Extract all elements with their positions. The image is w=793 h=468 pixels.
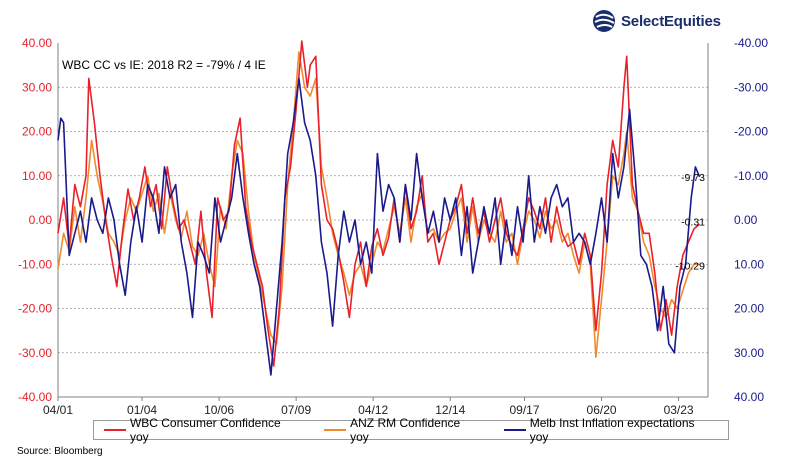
legend-swatch-wbc xyxy=(104,429,126,431)
left-tick-label: -30.00 xyxy=(18,346,52,360)
logo: SelectEquities xyxy=(591,8,721,34)
left-tick-label: -40.00 xyxy=(18,390,52,404)
end-value-label: -10.29 xyxy=(675,261,705,273)
right-tick-label: 40.00 xyxy=(734,390,764,404)
left-tick-label: 20.00 xyxy=(22,125,52,139)
logo-globe-icon xyxy=(593,10,615,32)
left-axis-ticks: 40.00 30.00 20.00 10.00 0.00 -10.00 -20.00 -30.… xyxy=(18,36,52,404)
series-melb-line xyxy=(57,77,701,376)
series-wbc-line xyxy=(57,40,701,367)
end-value-label: -0.31 xyxy=(681,216,705,228)
legend-label-melb: Melb Inst Inflation expectations yoy xyxy=(529,416,695,444)
right-tick-label: -30.00 xyxy=(734,80,768,94)
left-tick-label: 40.00 xyxy=(22,36,52,50)
x-tick-label: 03/23 xyxy=(664,403,694,417)
x-tick-label: 09/17 xyxy=(509,403,539,417)
chart-annotation: WBC CC vs IE: 2018 R2 = -79% / 4 IE xyxy=(62,58,266,72)
left-tick-label: -20.00 xyxy=(18,302,52,316)
x-tick-label: 07/09 xyxy=(281,403,311,417)
x-tick-label: 10/06 xyxy=(204,403,234,417)
left-tick-label: 30.00 xyxy=(22,80,52,94)
x-tick-label: 06/20 xyxy=(587,403,617,417)
gridlines xyxy=(58,86,708,354)
legend-swatch-anz xyxy=(324,429,347,431)
source-note: Source: Bloomberg xyxy=(17,446,103,457)
left-tick-label: 0.00 xyxy=(29,213,53,227)
right-tick-label: 0.00 xyxy=(734,213,758,227)
right-tick-label: -20.00 xyxy=(734,125,768,139)
legend-label-wbc: WBC Consumer Confidence yoy xyxy=(129,416,281,444)
left-tick-label: -10.00 xyxy=(18,257,52,271)
series-anz-line xyxy=(57,51,700,358)
x-axis-ticks: 04/01 01/04 10/06 07/09 04/12 12/14 09/17 06/20… xyxy=(43,397,694,417)
end-value-label: -9.73 xyxy=(681,172,705,184)
legend: WBC Consumer Confidence yoy ANZ RM Confi… xyxy=(93,416,729,444)
legend-item-wbc: WBC Consumer Confidence yoy xyxy=(104,416,302,444)
right-tick-label: 30.00 xyxy=(734,346,764,360)
x-tick-label: 12/14 xyxy=(435,403,465,417)
axes xyxy=(57,43,709,398)
series-lines xyxy=(57,40,701,376)
right-tick-label: -10.00 xyxy=(734,169,768,183)
x-tick-label: 01/04 xyxy=(127,403,157,417)
legend-label-anz: ANZ RM Confidence yoy xyxy=(350,416,461,444)
right-tick-label: -40.00 xyxy=(734,36,768,50)
x-tick-label: 04/01 xyxy=(43,403,73,417)
right-tick-label: 20.00 xyxy=(734,302,764,316)
legend-swatch-melb xyxy=(503,429,526,431)
left-tick-label: 10.00 xyxy=(22,169,52,183)
right-axis-ticks: -40.00 -30.00 -20.00 -10.00 0.00 10.00 20.00 30… xyxy=(734,36,768,404)
right-tick-label: 10.00 xyxy=(734,257,764,271)
legend-item-melb: Melb Inst Inflation expectations yoy xyxy=(503,416,716,444)
logo-text: SelectEquities xyxy=(621,12,721,30)
legend-item-anz: ANZ RM Confidence yoy xyxy=(324,416,482,444)
x-tick-label: 04/12 xyxy=(358,403,388,417)
end-labels: -9.73 -0.31 -10.29 xyxy=(675,172,705,273)
